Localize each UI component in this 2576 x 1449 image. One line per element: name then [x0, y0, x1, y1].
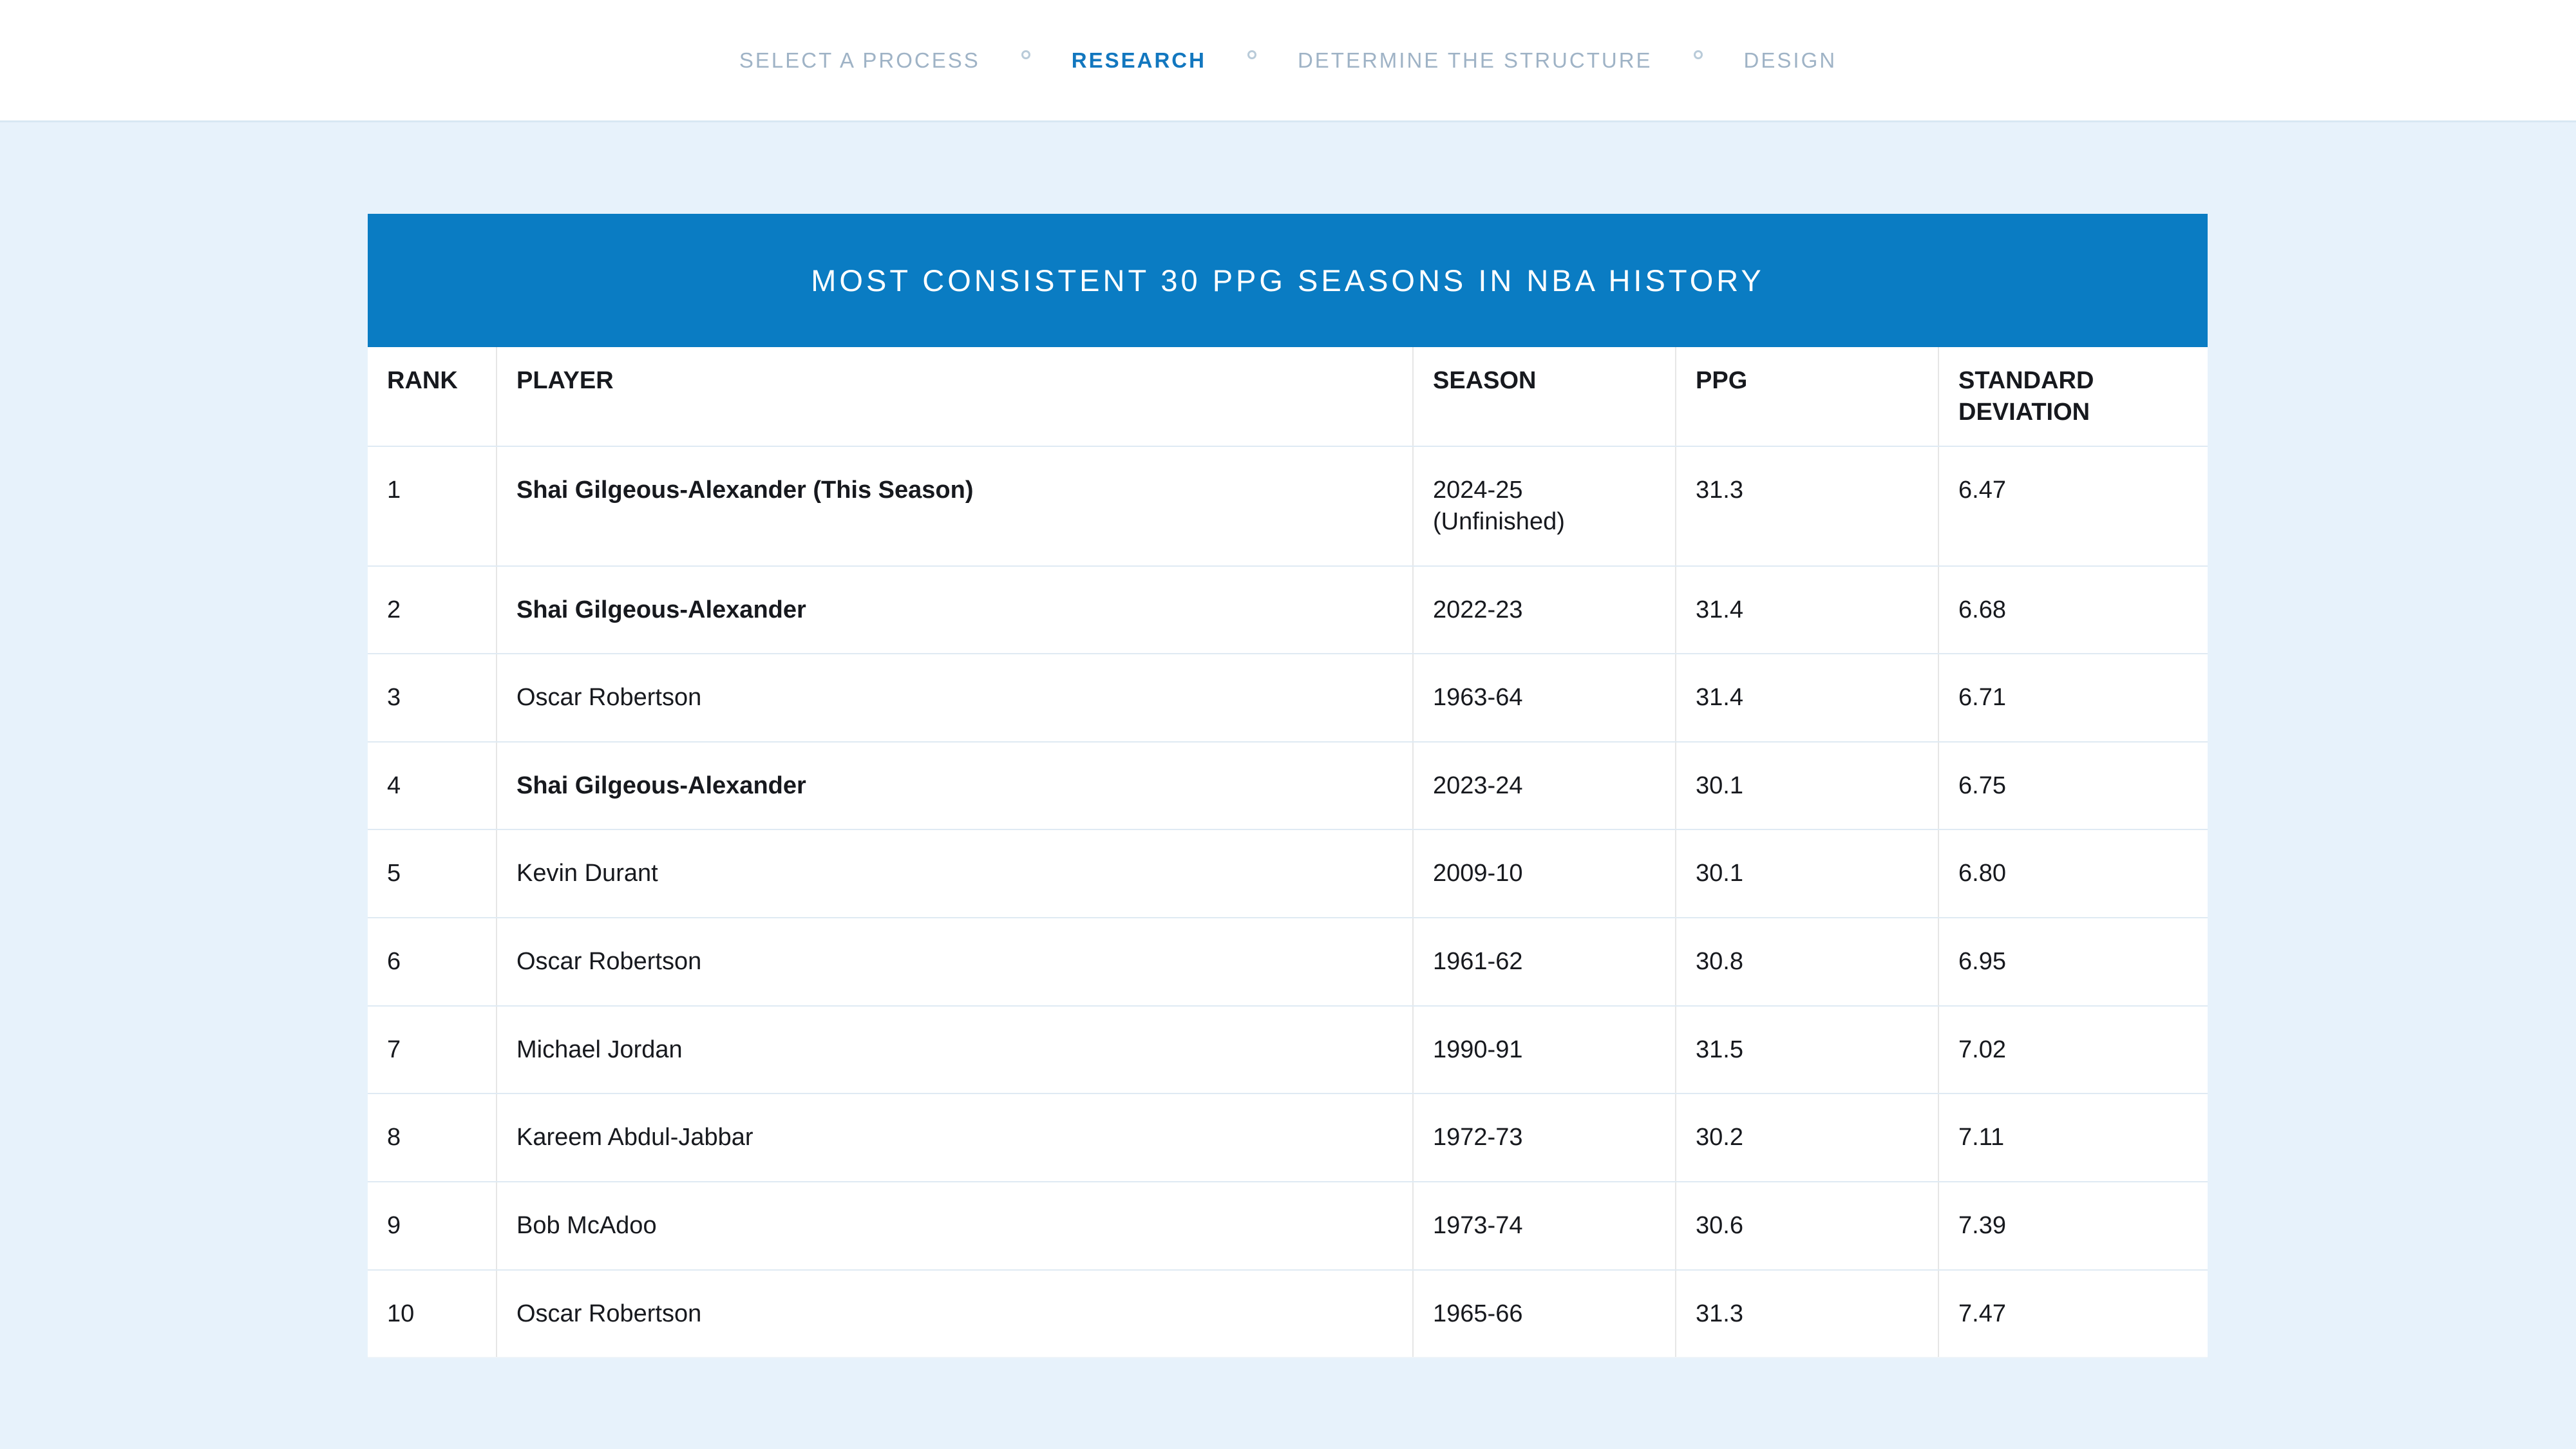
table-row: 5 Kevin Durant 2009-10 30.1 6.80 [368, 829, 2208, 918]
column-header-rank: RANK [368, 347, 497, 448]
season-cell: 1961-62 [1413, 918, 1676, 1007]
table-title-bar: MOST CONSISTENT 30 PPG SEASONS IN NBA HI… [368, 214, 2208, 347]
player-cell: Shai Gilgeous-Alexander [497, 741, 1414, 831]
player-cell: Bob McAdoo [497, 1181, 1414, 1271]
rank-cell: 1 [368, 446, 497, 567]
rank-cell: 10 [368, 1269, 497, 1359]
season-cell: 1965-66 [1413, 1269, 1676, 1359]
table-header: RANK PLAYER SEASON PPG STANDARD DEVIATIO… [368, 347, 2208, 448]
table-row: 6 Oscar Robertson 1961-62 30.8 6.95 [368, 918, 2208, 1007]
nba-consistency-table-card: MOST CONSISTENT 30 PPG SEASONS IN NBA HI… [368, 214, 2208, 1359]
ppg-cell: 31.4 [1676, 565, 1939, 655]
nav-item-determine-the-structure[interactable]: DETERMINE THE STRUCTURE [1297, 48, 1653, 72]
ppg-cell: 30.6 [1676, 1181, 1939, 1271]
table-row: 3 Oscar Robertson 1963-64 31.4 6.71 [368, 654, 2208, 743]
ppg-cell: 31.5 [1676, 1005, 1939, 1095]
season-cell: 2009-10 [1413, 829, 1676, 918]
table-row: 4 Shai Gilgeous-Alexander 2023-24 30.1 6.75 [368, 741, 2208, 831]
std-dev-cell: 6.71 [1938, 654, 2208, 743]
player-cell: Kareem Abdul-Jabbar [497, 1094, 1414, 1182]
rank-cell: 3 [368, 654, 497, 743]
ppg-cell: 31.3 [1676, 446, 1939, 567]
std-dev-cell: 7.11 [1938, 1094, 2208, 1182]
std-dev-cell: 6.80 [1938, 829, 2208, 918]
rank-cell: 2 [368, 565, 497, 655]
season-cell: 1963-64 [1413, 654, 1676, 743]
ppg-cell: 30.1 [1676, 741, 1939, 831]
table-row: 2 Shai Gilgeous-Alexander 2022-23 31.4 6.68 [368, 565, 2208, 655]
rank-cell: 7 [368, 1005, 497, 1095]
season-cell: 1972-73 [1413, 1094, 1676, 1182]
table-title: MOST CONSISTENT 30 PPG SEASONS IN NBA HI… [811, 263, 1765, 298]
std-dev-cell: 7.39 [1938, 1181, 2208, 1271]
std-dev-cell: 7.47 [1938, 1269, 2208, 1359]
table-row: 7 Michael Jordan 1990-91 31.5 7.02 [368, 1005, 2208, 1095]
table-row: 9 Bob McAdoo 1973-74 30.6 7.39 [368, 1181, 2208, 1271]
player-cell: Michael Jordan [497, 1005, 1414, 1095]
ppg-cell: 30.1 [1676, 829, 1939, 918]
nav-item-design[interactable]: DESIGN [1743, 48, 1837, 72]
ppg-cell: 30.2 [1676, 1094, 1939, 1182]
std-dev-cell: 6.68 [1938, 565, 2208, 655]
player-cell: Oscar Robertson [497, 1269, 1414, 1359]
table-row: 1 Shai Gilgeous-Alexander (This Season) 20… [368, 446, 2208, 567]
player-cell: Kevin Durant [497, 829, 1414, 918]
process-step-nav: SELECT A PROCESS RESEARCH DETERMINE THE … [0, 0, 2576, 122]
std-dev-cell: 6.95 [1938, 918, 2208, 1007]
nav-separator-icon [1021, 50, 1030, 59]
column-header-player: PLAYER [497, 347, 1414, 448]
nav-separator-icon [1693, 50, 1703, 59]
player-cell: Oscar Robertson [497, 654, 1414, 743]
table-header-row: RANK PLAYER SEASON PPG STANDARD DEVIATIO… [368, 347, 2208, 448]
player-cell: Shai Gilgeous-Alexander [497, 565, 1414, 655]
player-cell: Shai Gilgeous-Alexander (This Season) [497, 446, 1414, 567]
season-cell: 2024-25 (Unfinished) [1413, 446, 1676, 567]
nba-consistency-table: RANK PLAYER SEASON PPG STANDARD DEVIATIO… [368, 347, 2208, 1359]
nav-item-research[interactable]: RESEARCH [1071, 48, 1206, 72]
column-header-season: SEASON [1413, 347, 1676, 448]
nav-item-select-a-process[interactable]: SELECT A PROCESS [739, 48, 980, 72]
season-cell: 1973-74 [1413, 1181, 1676, 1271]
season-cell: 2022-23 [1413, 565, 1676, 655]
table-row: 8 Kareem Abdul-Jabbar 1972-73 30.2 7.11 [368, 1094, 2208, 1182]
season-cell: 2023-24 [1413, 741, 1676, 831]
player-cell: Oscar Robertson [497, 918, 1414, 1007]
rank-cell: 6 [368, 918, 497, 1007]
season-cell: 1990-91 [1413, 1005, 1676, 1095]
column-header-ppg: PPG [1676, 347, 1939, 448]
rank-cell: 9 [368, 1181, 497, 1271]
table-row: 10 Oscar Robertson 1965-66 31.3 7.47 [368, 1269, 2208, 1359]
rank-cell: 4 [368, 741, 497, 831]
rank-cell: 5 [368, 829, 497, 918]
ppg-cell: 30.8 [1676, 918, 1939, 1007]
std-dev-cell: 6.75 [1938, 741, 2208, 831]
rank-cell: 8 [368, 1094, 497, 1182]
nav-separator-icon [1247, 50, 1256, 59]
ppg-cell: 31.3 [1676, 1269, 1939, 1359]
std-dev-cell: 7.02 [1938, 1005, 2208, 1095]
table-body: 1 Shai Gilgeous-Alexander (This Season) 20… [368, 446, 2208, 1359]
std-dev-cell: 6.47 [1938, 446, 2208, 567]
column-header-std-dev: STANDARD DEVIATION [1938, 347, 2208, 448]
ppg-cell: 31.4 [1676, 654, 1939, 743]
